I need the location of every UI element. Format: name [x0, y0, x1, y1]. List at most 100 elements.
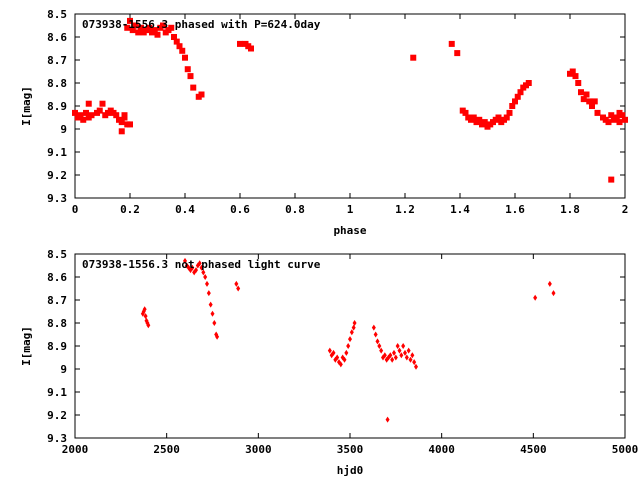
data-point	[168, 24, 175, 31]
data-point	[348, 336, 352, 343]
data-point	[462, 109, 469, 116]
x-tick-label: 2500	[153, 443, 180, 456]
phased-light-curve-panel: I[mag] phase 0 0.2 0.4 0.6 0.8 1 1.2 1.4 1.6 1.8 2…	[20, 8, 628, 237]
data-point	[575, 80, 582, 86]
y-tick-label: 8.5	[47, 8, 67, 21]
data-point	[390, 356, 395, 363]
y-axis-label: I[mag]	[20, 86, 33, 126]
data-point	[118, 119, 125, 126]
y-tick-label: 8.7	[47, 54, 67, 67]
data-point	[410, 352, 415, 359]
data-point	[335, 354, 340, 361]
data-point	[476, 116, 483, 123]
tick-group: 0 0.2 0.4 0.6 0.8 1 1.2 1.4 1.6 1.8 2 8.5 8.6 8.7 8.8 8…	[47, 8, 628, 216]
data-point	[349, 329, 354, 336]
data-point	[237, 40, 243, 47]
data-point	[406, 347, 411, 354]
data-point	[118, 128, 125, 135]
data-point	[173, 38, 180, 45]
data-point	[351, 324, 356, 331]
data-point	[589, 103, 595, 109]
data-point	[151, 27, 158, 34]
data-point	[401, 343, 406, 349]
x-axis-label: hjd0	[337, 464, 364, 477]
data-point	[113, 112, 120, 119]
data-point	[583, 91, 590, 98]
y-tick-label: 9.2	[47, 169, 67, 182]
data-point	[142, 306, 147, 313]
data-point	[470, 114, 477, 121]
data-point	[121, 112, 128, 119]
data-point	[80, 116, 87, 123]
data-point	[569, 68, 576, 75]
x-tick-label: 1.2	[395, 203, 415, 216]
data-point	[208, 301, 213, 308]
x-tick-label: 0.4	[175, 203, 195, 216]
data-point	[346, 343, 351, 349]
y-tick-label: 9	[60, 363, 67, 376]
data-point	[395, 343, 400, 349]
data-point	[236, 285, 241, 292]
data-point	[201, 269, 206, 276]
x-tick-label: 0	[72, 203, 79, 216]
x-tick-label: 0.6	[230, 203, 250, 216]
data-point	[616, 109, 623, 116]
data-point	[388, 352, 393, 359]
x-tick-label: 3000	[245, 443, 272, 456]
y-tick-label: 9.1	[47, 386, 67, 399]
x-tick-label: 1	[347, 203, 354, 216]
y-tick-label: 9.1	[47, 146, 67, 159]
data-point	[605, 119, 612, 126]
y-tick-label: 8.9	[47, 100, 67, 113]
data-point	[154, 31, 161, 38]
data-point	[234, 280, 239, 287]
data-point	[580, 96, 587, 103]
data-point	[206, 290, 211, 297]
data-point	[495, 114, 502, 121]
data-point	[512, 98, 518, 105]
y-tick-label: 9.2	[47, 409, 67, 422]
data-point	[190, 264, 195, 271]
chart-title: 073938-1556.3 not phased light curve	[82, 258, 321, 271]
data-point	[399, 352, 404, 359]
y-tick-label: 9.3	[47, 432, 67, 445]
data-point	[129, 27, 136, 34]
data-point	[608, 112, 615, 119]
data-point	[179, 47, 186, 54]
data-point	[132, 22, 139, 29]
data-point	[197, 260, 202, 267]
data-point	[248, 45, 254, 52]
data-point	[613, 114, 620, 121]
data-point	[448, 40, 455, 47]
data-point	[533, 294, 538, 301]
y-tick-label: 8.9	[47, 340, 67, 353]
data-point	[379, 347, 384, 354]
data-point	[503, 114, 510, 121]
y-tick-label: 8.8	[47, 317, 67, 330]
tick-group: 2000 2500 3000 3500 4000 4500 5000 8.5 8.6 8.7 8.8…	[47, 248, 638, 456]
data-point	[397, 347, 402, 354]
data-point	[331, 349, 336, 356]
data-point	[616, 119, 623, 126]
data-point	[547, 280, 552, 287]
data-point	[143, 313, 148, 320]
data-point	[392, 349, 396, 356]
data-point	[414, 363, 418, 370]
data-point	[594, 109, 601, 116]
data-point	[182, 54, 188, 61]
data-point	[377, 343, 382, 349]
data-point	[212, 320, 217, 326]
data-point	[506, 109, 513, 116]
x-tick-label: 2	[622, 203, 629, 216]
data-point	[408, 356, 413, 363]
y-tick-label: 9	[60, 123, 67, 136]
data-point	[342, 356, 347, 363]
data-point	[205, 280, 209, 287]
x-tick-label: 1.4	[450, 203, 470, 216]
data-point	[591, 98, 598, 105]
data-point	[77, 112, 84, 119]
data-point	[509, 103, 516, 109]
data-point	[517, 89, 524, 96]
data-point	[127, 17, 133, 24]
